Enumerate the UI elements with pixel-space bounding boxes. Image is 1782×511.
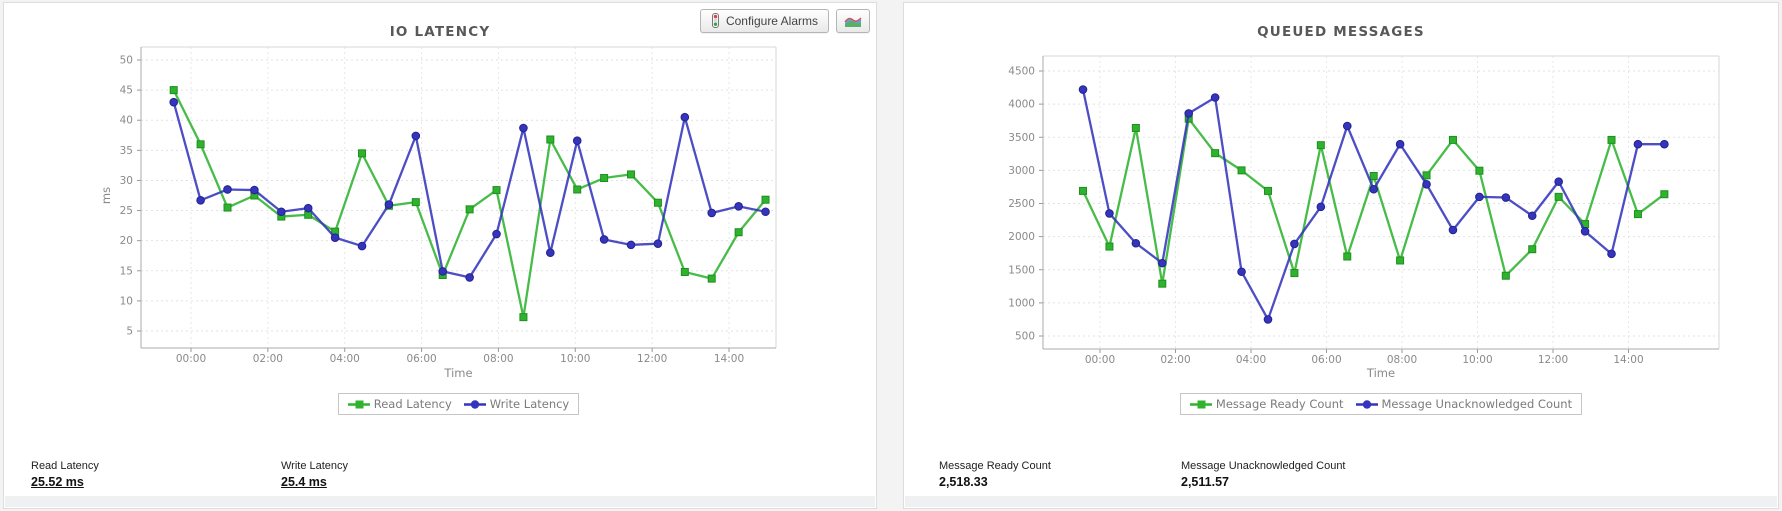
- svg-text:08:00: 08:00: [1387, 354, 1417, 366]
- chart-title-queued-messages: QUEUED MESSAGES: [1257, 24, 1425, 40]
- io-latency-chart: 00:00 02:00 04:00 06:00 08:00 10:00 12:00 14:00…: [99, 46, 777, 380]
- svg-text:3500: 3500: [1008, 132, 1035, 144]
- stat-value-link[interactable]: 25.52 ms: [31, 475, 84, 489]
- svg-text:02:00: 02:00: [253, 353, 283, 365]
- traffic-light-icon: [711, 13, 720, 29]
- io-latency-panel: Configure Alarms IO LATENCY 00:00 02:00 04…: [3, 2, 877, 509]
- chart-type-button[interactable]: [836, 9, 870, 33]
- svg-text:35: 35: [120, 145, 133, 157]
- svg-text:08:00: 08:00: [483, 353, 513, 365]
- svg-text:04:00: 04:00: [330, 353, 360, 365]
- svg-text:02:00: 02:00: [1160, 354, 1190, 366]
- svg-text:ms: ms: [99, 187, 113, 204]
- legend-label: Write Latency: [489, 397, 570, 411]
- series-line-read-latency: [172, 89, 767, 319]
- svg-text:30: 30: [120, 175, 133, 187]
- chart-title-io-latency: IO LATENCY: [389, 24, 491, 40]
- svg-text:1500: 1500: [1008, 264, 1035, 276]
- svg-text:45: 45: [120, 85, 133, 97]
- svg-text:Time: Time: [443, 366, 472, 380]
- svg-text:4500: 4500: [1008, 66, 1035, 78]
- svg-text:20: 20: [120, 235, 133, 247]
- series-markers-write-latency: [169, 97, 770, 282]
- series-markers-message-ready-count: [1079, 114, 1669, 288]
- blue-circle-marker-icon: [1355, 399, 1378, 409]
- svg-text:50: 50: [120, 55, 133, 67]
- svg-text:00:00: 00:00: [176, 353, 206, 365]
- svg-text:12:00: 12:00: [1538, 354, 1568, 366]
- legend-item-write-latency: Write Latency: [463, 397, 570, 411]
- area-chart-icon: [844, 15, 862, 28]
- svg-text:3000: 3000: [1008, 165, 1035, 177]
- series-line-message-unacknowledged-count: [1081, 89, 1665, 321]
- stat-label: Read Latency: [31, 460, 99, 472]
- svg-text:25: 25: [120, 205, 133, 217]
- legend-label: Message Unacknowledged Count: [1381, 397, 1573, 411]
- svg-text:500: 500: [1015, 331, 1035, 343]
- svg-text:10:00: 10:00: [560, 353, 590, 365]
- svg-text:06:00: 06:00: [406, 353, 436, 365]
- svg-text:Time: Time: [1366, 366, 1395, 380]
- svg-text:': ': [1012, 202, 1026, 205]
- svg-text:14:00: 14:00: [1613, 354, 1643, 366]
- stat-value: 2,511.57: [1181, 475, 1229, 489]
- legend-item-read-latency: Read Latency: [347, 397, 452, 411]
- svg-text:12:00: 12:00: [637, 353, 667, 365]
- configure-alarms-label: Configure Alarms: [725, 14, 818, 28]
- stat-label: Message Unacknowledged Count: [1181, 460, 1346, 472]
- svg-text:10: 10: [120, 295, 133, 307]
- panel-footer: [905, 496, 1777, 507]
- svg-text:10:00: 10:00: [1462, 354, 1492, 366]
- legend-label: Read Latency: [373, 397, 452, 411]
- legend-item-message-ready-count: Message Ready Count: [1189, 397, 1344, 411]
- message-unacknowledged-count-stat: Message Unacknowledged Count 2,511.57: [1181, 460, 1346, 491]
- panel-toolbar: Configure Alarms: [699, 9, 870, 33]
- svg-text:14:00: 14:00: [714, 353, 744, 365]
- queued-messages-panel: QUEUED MESSAGES 00:00 02:00 04:00 06:00 08:0…: [903, 2, 1779, 509]
- message-ready-count-stat: Message Ready Count 2,518.33: [939, 460, 1051, 491]
- write-latency-stat: Write Latency 25.4 ms: [281, 460, 348, 491]
- stat-value: 2,518.33: [939, 475, 988, 489]
- blue-circle-marker-icon: [463, 399, 486, 409]
- svg-text:4000: 4000: [1008, 99, 1035, 111]
- svg-text:15: 15: [120, 265, 133, 277]
- series-markers-read-latency: [169, 86, 770, 322]
- svg-text:00:00: 00:00: [1085, 354, 1115, 366]
- svg-text:06:00: 06:00: [1311, 354, 1341, 366]
- stat-label: Write Latency: [281, 460, 349, 472]
- svg-text:04:00: 04:00: [1236, 354, 1266, 366]
- read-latency-stat: Read Latency 25.52 ms: [31, 460, 99, 491]
- svg-text:5: 5: [126, 326, 133, 338]
- svg-text:2000: 2000: [1008, 231, 1035, 243]
- stat-label: Message Ready Count: [939, 460, 1051, 472]
- configure-alarms-button[interactable]: Configure Alarms: [699, 9, 829, 33]
- green-square-marker-icon: [1189, 400, 1212, 408]
- legend-item-message-unacknowledged-count: Message Unacknowledged Count: [1355, 397, 1573, 411]
- svg-text:1000: 1000: [1008, 297, 1035, 309]
- series-line-message-ready-count: [1081, 117, 1666, 285]
- svg-text:40: 40: [120, 115, 133, 127]
- stat-value-link[interactable]: 25.4 ms: [281, 475, 327, 489]
- series-markers-message-unacknowledged-count: [1078, 85, 1669, 324]
- green-square-marker-icon: [347, 400, 370, 408]
- svg-text:2500: 2500: [1008, 198, 1035, 210]
- queued-messages-legend: Message Ready Count Message Unacknowledg…: [1043, 393, 1719, 415]
- io-latency-legend: Read Latency Write Latency: [141, 393, 776, 415]
- queued-messages-chart: 00:00 02:00 04:00 06:00 08:00 10:00 12:00 14:00…: [1008, 55, 1720, 380]
- panel-footer: [5, 496, 875, 507]
- legend-label: Message Ready Count: [1215, 397, 1344, 411]
